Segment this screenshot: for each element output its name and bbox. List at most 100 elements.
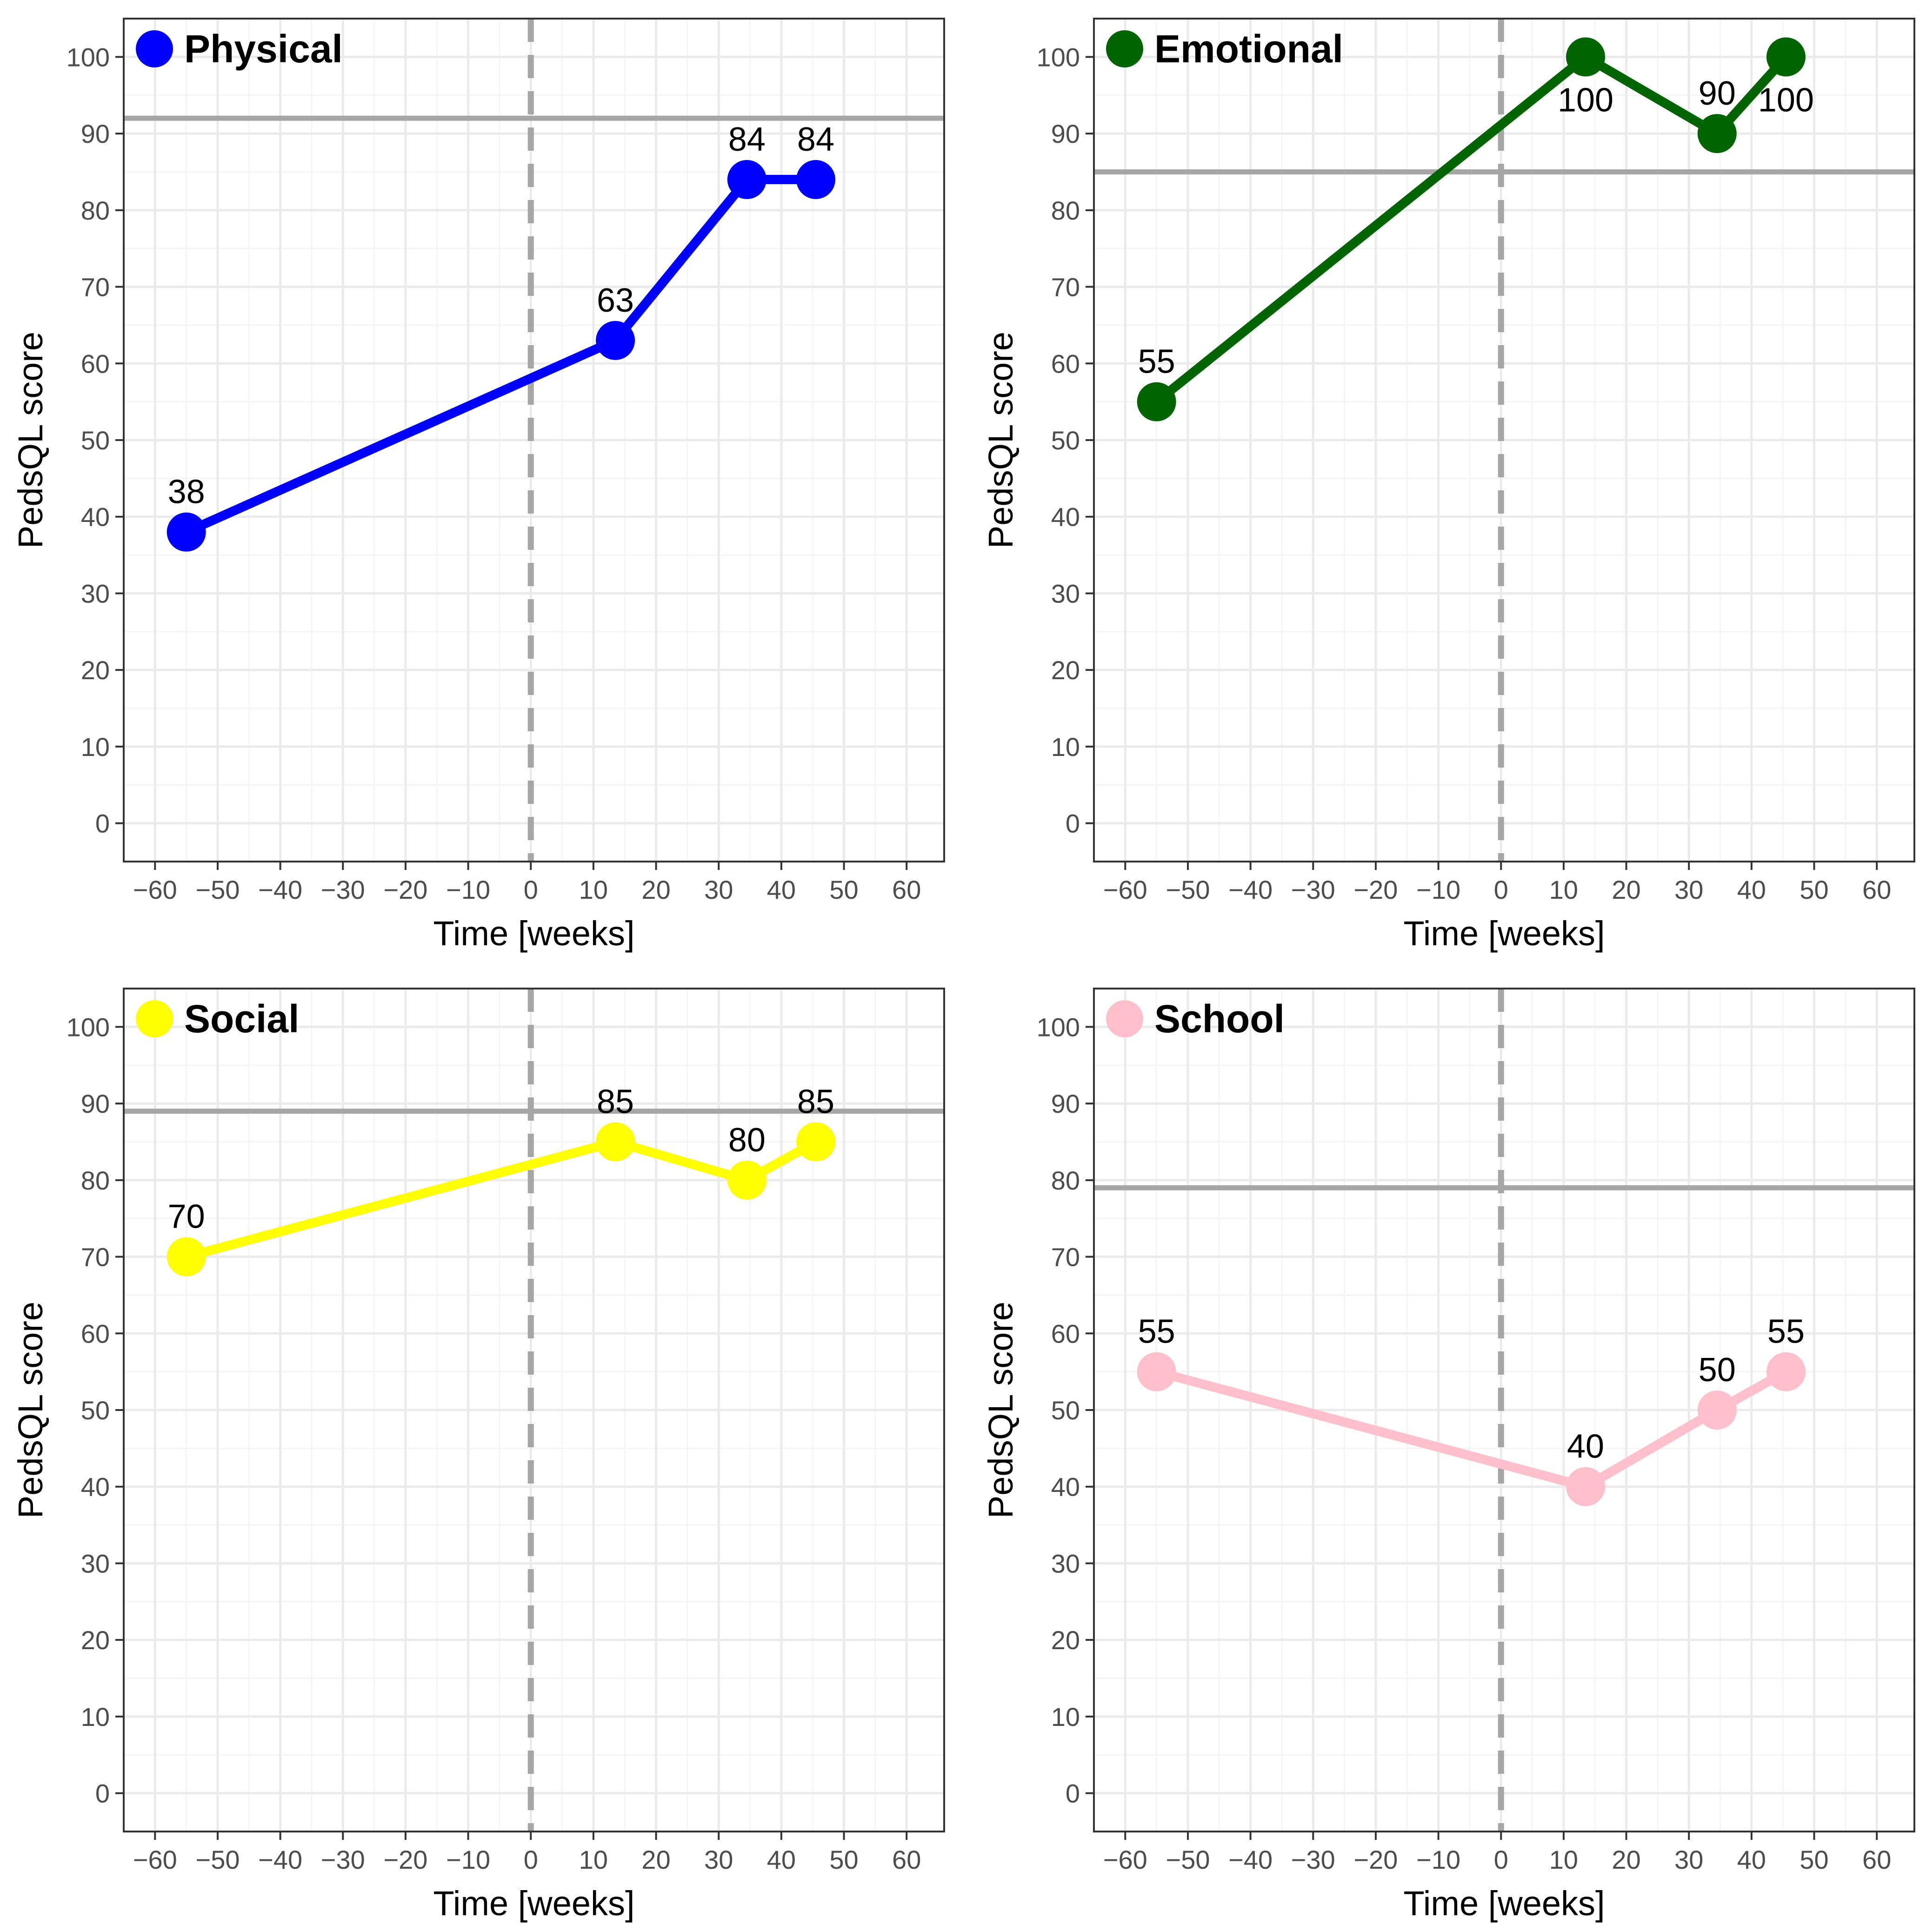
x-tick-label: −60 [1103, 1845, 1147, 1874]
x-tick-label: 20 [641, 875, 670, 904]
y-tick-label: 40 [1051, 1472, 1080, 1502]
y-tick-label: 20 [1051, 655, 1080, 685]
y-tick-label: 30 [81, 579, 110, 608]
x-tick-label: 30 [704, 875, 733, 904]
legend-key [1106, 1000, 1143, 1037]
x-tick-label: −30 [1291, 875, 1335, 904]
x-tick-label: 40 [767, 875, 796, 904]
y-tick-label: 10 [1051, 732, 1080, 762]
y-axis-title: PedsQL score [11, 332, 50, 548]
x-tick-label: 0 [524, 875, 538, 904]
x-tick-label: −60 [133, 875, 177, 904]
x-axis-title: Time [weeks] [433, 914, 634, 953]
y-axis-title: PedsQL score [981, 332, 1020, 548]
x-tick-label: 0 [524, 1845, 538, 1874]
data-label: 63 [597, 282, 634, 319]
x-tick-label: 0 [1494, 875, 1508, 904]
y-axis-title: PedsQL score [981, 1302, 1020, 1518]
y-tick-label: 60 [1051, 349, 1080, 378]
x-tick-label: −30 [321, 1845, 365, 1874]
series-line [1152, 52, 1791, 407]
data-label: 85 [597, 1083, 634, 1120]
y-tick-label: 60 [81, 349, 110, 378]
x-tick-label: 40 [767, 1845, 796, 1874]
y-tick-label: 10 [81, 1702, 110, 1731]
x-tick-label: 10 [579, 1845, 608, 1874]
y-tick-label: 80 [81, 196, 110, 225]
x-tick-label: −50 [1166, 875, 1210, 904]
panel-title: Physical [184, 27, 343, 71]
x-tick-label: 20 [1612, 875, 1640, 904]
x-tick-label: 30 [1674, 1845, 1703, 1874]
x-tick-label: −60 [133, 1845, 177, 1874]
x-axis-title: Time [weeks] [1403, 1884, 1605, 1923]
y-tick-label: 30 [81, 1549, 110, 1578]
data-point [167, 512, 206, 552]
x-tick-label: −30 [321, 875, 365, 904]
x-tick-label: −50 [195, 875, 240, 904]
x-axis-title: Time [weeks] [1403, 914, 1605, 953]
legend-key [136, 1000, 173, 1037]
y-tick-label: 40 [1051, 502, 1080, 532]
y-tick-label: 90 [81, 1089, 110, 1118]
y-tick-label: 50 [1051, 1396, 1080, 1425]
x-tick-label: 60 [892, 875, 921, 904]
panel-title: Emotional [1154, 27, 1343, 71]
y-tick-label: 0 [95, 1779, 110, 1808]
y-tick-label: 30 [1051, 1549, 1080, 1578]
y-tick-label: 10 [81, 732, 110, 762]
y-tick-label: 0 [1066, 809, 1080, 838]
data-label: 38 [168, 474, 205, 511]
x-tick-label: 10 [1549, 1845, 1578, 1874]
data-point [1697, 114, 1737, 154]
y-tick-label: 50 [1051, 426, 1080, 455]
panel-title: Social [184, 997, 299, 1041]
y-tick-label: 0 [95, 809, 110, 838]
y-tick-label: 80 [1051, 1166, 1080, 1195]
x-tick-label: −10 [446, 875, 490, 904]
y-tick-label: 70 [1051, 1243, 1080, 1272]
data-point [1566, 1467, 1606, 1506]
data-point [1137, 1352, 1176, 1391]
x-tick-label: 50 [829, 875, 858, 904]
x-tick-label: 60 [1862, 875, 1891, 904]
data-label: 55 [1767, 1313, 1805, 1350]
x-tick-label: 20 [641, 1845, 670, 1874]
data-point [796, 1122, 835, 1162]
y-tick-label: 90 [81, 119, 110, 148]
x-tick-label: −10 [1416, 1845, 1460, 1874]
x-tick-label: 50 [1799, 1845, 1828, 1874]
legend-key [136, 30, 173, 67]
x-tick-label: 30 [704, 1845, 733, 1874]
data-label: 80 [728, 1122, 766, 1159]
y-tick-label: 100 [67, 1012, 110, 1042]
y-axis-title: PedsQL score [11, 1302, 50, 1518]
x-tick-label: 40 [1737, 1845, 1766, 1874]
x-tick-label: 30 [1674, 875, 1703, 904]
y-tick-label: 20 [1051, 1625, 1080, 1655]
x-tick-label: −30 [1291, 1845, 1335, 1874]
x-tick-label: −40 [1228, 1845, 1273, 1874]
data-label: 40 [1567, 1428, 1604, 1465]
y-tick-label: 90 [1051, 119, 1080, 148]
data-point [1566, 37, 1606, 77]
y-tick-label: 90 [1051, 1089, 1080, 1118]
x-tick-label: −40 [258, 875, 302, 904]
data-point [727, 160, 766, 199]
data-point [596, 321, 635, 360]
x-tick-label: −50 [195, 1845, 240, 1874]
x-tick-label: −20 [383, 1845, 427, 1874]
y-tick-label: 20 [81, 1625, 110, 1655]
x-tick-label: 60 [1862, 1845, 1891, 1874]
x-tick-label: −20 [1353, 1845, 1398, 1874]
x-tick-label: −20 [383, 875, 427, 904]
y-tick-label: 50 [81, 426, 110, 455]
y-tick-label: 80 [1051, 196, 1080, 225]
y-tick-label: 100 [67, 42, 110, 72]
y-tick-label: 20 [81, 655, 110, 685]
y-tick-label: 80 [81, 1166, 110, 1195]
y-tick-label: 10 [1051, 1702, 1080, 1731]
x-tick-label: −50 [1166, 1845, 1210, 1874]
x-tick-label: −40 [1228, 875, 1273, 904]
